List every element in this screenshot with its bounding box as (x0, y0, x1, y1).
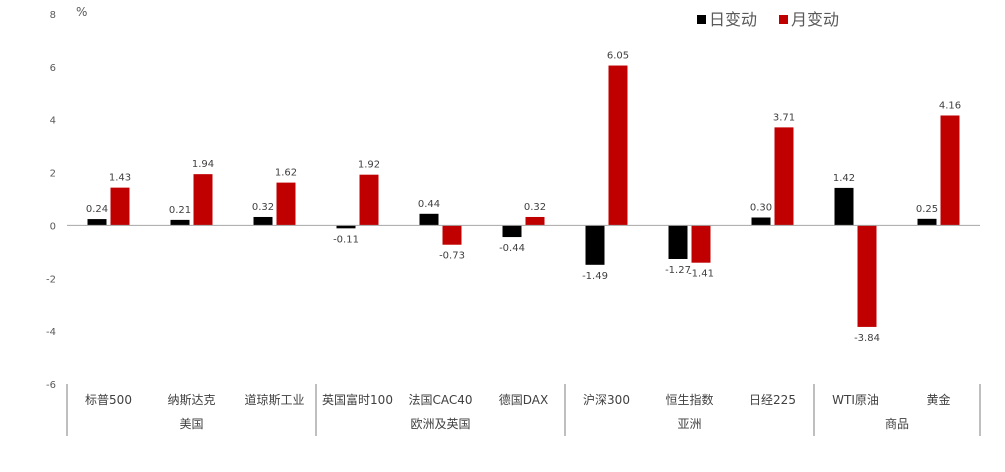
data-label: 3.71 (773, 112, 795, 123)
bar-monthly (525, 216, 545, 226)
bar-monthly (442, 225, 462, 245)
bars (87, 65, 960, 327)
bar-monthly (940, 115, 960, 226)
data-label: 1.92 (358, 160, 380, 171)
bar-daily (419, 213, 439, 226)
axes (66, 224, 981, 436)
bar-monthly (691, 225, 711, 263)
bar-daily (502, 225, 522, 238)
y-tick-label: 2 (50, 169, 56, 180)
category-label: 法国CAC40 (408, 393, 472, 407)
y-tick-label: -4 (46, 327, 56, 338)
y-tick-label: 8 (50, 10, 56, 21)
bar-monthly (774, 127, 794, 226)
data-label: -0.11 (333, 234, 359, 245)
bar-daily (917, 218, 937, 226)
bar-monthly (110, 187, 130, 226)
y-tick-label: -2 (46, 274, 56, 285)
data-label: 1.94 (192, 159, 214, 170)
bar-daily (834, 187, 854, 226)
category-label: 道琼斯工业 (244, 392, 304, 407)
legend-swatch (779, 15, 788, 24)
legend-swatch (697, 15, 706, 24)
category-label: 德国DAX (499, 392, 548, 407)
data-label: -1.49 (582, 271, 608, 282)
bar-daily (336, 225, 356, 229)
y-axis-ticks: 8 6 4 2 0 -2 -4 -6 (46, 10, 56, 391)
category-label: 日经225 (749, 393, 796, 407)
data-label: 0.24 (86, 204, 108, 215)
group-label: 欧洲及英国 (410, 417, 470, 431)
bar-monthly (857, 225, 877, 327)
y-tick-label: 4 (50, 116, 56, 127)
category-label: 黄金 (926, 392, 950, 407)
legend: 日变动 月变动 (697, 10, 839, 29)
category-label: WTI原油 (832, 393, 879, 407)
data-label: 0.21 (169, 205, 191, 216)
data-label: -3.84 (854, 333, 880, 344)
data-label: -0.73 (439, 251, 465, 262)
data-label: 0.32 (252, 202, 274, 213)
bar-daily (751, 217, 771, 226)
data-label: 0.25 (916, 204, 938, 215)
data-label: -1.41 (688, 269, 714, 280)
data-label: 1.43 (109, 173, 131, 184)
unit-label: % (76, 5, 87, 19)
y-tick-label: 0 (50, 221, 56, 232)
bar-monthly (276, 182, 296, 226)
bar-daily (585, 225, 605, 265)
category-label: 恒生指数 (665, 392, 713, 407)
group-label: 亚洲 (677, 417, 701, 431)
bar-daily (253, 216, 273, 226)
category-label: 纳斯达克 (167, 393, 215, 407)
data-label: 0.44 (418, 199, 440, 210)
group-labels: 美国 欧洲及英国 亚洲 商品 (179, 416, 909, 431)
bar-monthly (359, 174, 379, 226)
data-label: 0.30 (750, 203, 772, 214)
data-label: 0.32 (524, 202, 546, 213)
bar-daily (170, 219, 190, 226)
data-label: 4.16 (939, 100, 961, 111)
legend-label: 月变动 (791, 10, 839, 29)
legend-label: 日变动 (709, 10, 757, 29)
data-label: -0.44 (499, 243, 525, 254)
bar-daily (668, 225, 688, 259)
data-label: 1.42 (833, 173, 855, 184)
bar-monthly (193, 174, 213, 226)
category-label: 标普500 (85, 393, 132, 407)
bar-monthly (608, 65, 628, 226)
y-tick-label: 6 (50, 63, 56, 74)
group-label: 美国 (179, 417, 203, 431)
data-labels: 0.24 0.21 0.32 -0.11 0.44 -0.44 -1.49 -1.27 0.30… (86, 51, 961, 344)
bar-daily (87, 219, 107, 226)
group-label: 商品 (885, 416, 909, 431)
category-label: 英国富时100 (322, 392, 393, 407)
category-labels: 标普500 纳斯达克 道琼斯工业 英国富时100 法国CAC40 德国DAX 沪深300 恒生… (85, 392, 950, 407)
data-label: -1.27 (665, 265, 691, 276)
category-label: 沪深300 (583, 393, 630, 407)
y-tick-label: -6 (46, 380, 56, 391)
data-label: 1.62 (275, 168, 297, 179)
data-label: 6.05 (607, 51, 629, 62)
